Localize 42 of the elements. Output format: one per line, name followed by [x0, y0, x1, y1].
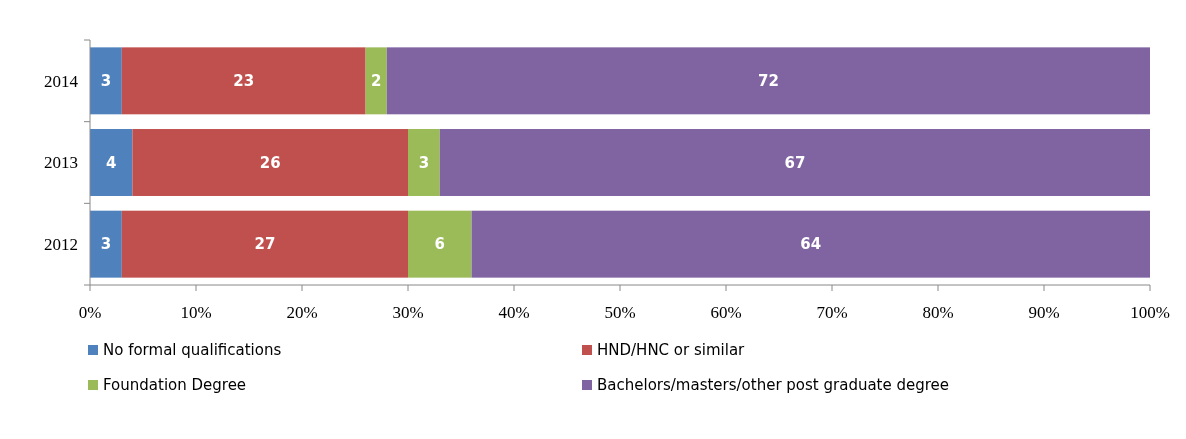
- bar: [90, 129, 133, 196]
- bar: [471, 210, 1150, 278]
- bar: [408, 129, 440, 196]
- x-tick-label: 10%: [180, 303, 212, 322]
- y-tick-label: 2012: [44, 235, 78, 255]
- data-label: 67: [784, 153, 806, 172]
- data-label: 72: [757, 72, 779, 91]
- bar: [132, 129, 408, 196]
- data-label: 26: [259, 153, 281, 172]
- legend-label: HND/HNC or similar: [597, 341, 746, 360]
- x-tick-label: 50%: [604, 303, 636, 322]
- data-label: 3: [100, 235, 112, 254]
- data-label: 3: [100, 72, 112, 91]
- x-tick-label: 20%: [286, 303, 318, 322]
- legend-label: Foundation Degree: [103, 376, 247, 395]
- legend-label: Bachelors/masters/other post graduate degree: [597, 376, 950, 395]
- data-label: 23: [233, 72, 255, 91]
- y-tick-label: 2013: [44, 153, 78, 173]
- bar: [90, 47, 122, 115]
- x-tick-label: 60%: [710, 303, 742, 322]
- data-label: 64: [800, 235, 822, 254]
- x-tick-label: 70%: [816, 303, 848, 322]
- legend-label: No formal qualifications: [103, 341, 282, 360]
- bar: [439, 129, 1150, 196]
- x-tick-label: 100%: [1130, 303, 1170, 322]
- bar: [386, 47, 1150, 115]
- x-tick-label: 80%: [922, 303, 954, 322]
- x-tick-label: 90%: [1028, 303, 1060, 322]
- x-tick-label: 40%: [498, 303, 530, 322]
- data-label: 6: [434, 235, 446, 254]
- bar: [121, 47, 366, 115]
- data-label: 3: [418, 153, 430, 172]
- x-tick-label: 30%: [392, 303, 424, 322]
- data-label: 2: [370, 72, 382, 91]
- bar: [408, 210, 472, 278]
- bar: [121, 210, 408, 278]
- data-label: 27: [254, 235, 276, 254]
- y-tick-label: 2014: [44, 71, 79, 91]
- bar: [365, 47, 387, 115]
- x-tick-label: 0%: [78, 303, 102, 322]
- data-label: 4: [105, 153, 117, 172]
- bar: [90, 210, 122, 278]
